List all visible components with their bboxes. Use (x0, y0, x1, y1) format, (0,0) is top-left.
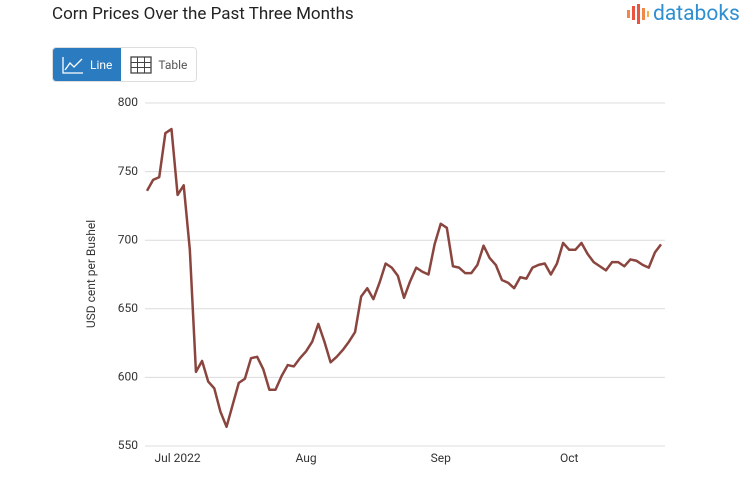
chart-title: Corn Prices Over the Past Three Months (52, 4, 354, 24)
y-tick-label: 750 (118, 164, 138, 178)
button-label: Table (158, 57, 188, 72)
logo-text: databoks (653, 2, 740, 26)
button-label: Line (90, 57, 113, 72)
logo: databoks (626, 2, 740, 26)
price-line (145, 127, 663, 429)
logo-icon (627, 4, 649, 24)
y-tick-label: 600 (118, 370, 138, 384)
line-icon (62, 56, 83, 74)
table-icon (130, 55, 153, 74)
x-tick-label: Sep (431, 451, 451, 465)
view-toggle: Line Table (52, 47, 198, 82)
y-tick-label: 800 (118, 95, 138, 109)
y-tick-label: 650 (118, 301, 138, 315)
line-button[interactable]: Line (53, 48, 122, 81)
x-tick-label: Jul 2022 (155, 451, 201, 465)
y-tick-label: 550 (118, 438, 138, 452)
y-axis-label: USD cent per Bushel (84, 220, 98, 328)
y-tick-label: 700 (118, 232, 138, 246)
x-tick-label: Aug (296, 451, 317, 465)
x-tick-label: Oct (560, 451, 579, 465)
table-button[interactable]: Table (121, 48, 197, 81)
